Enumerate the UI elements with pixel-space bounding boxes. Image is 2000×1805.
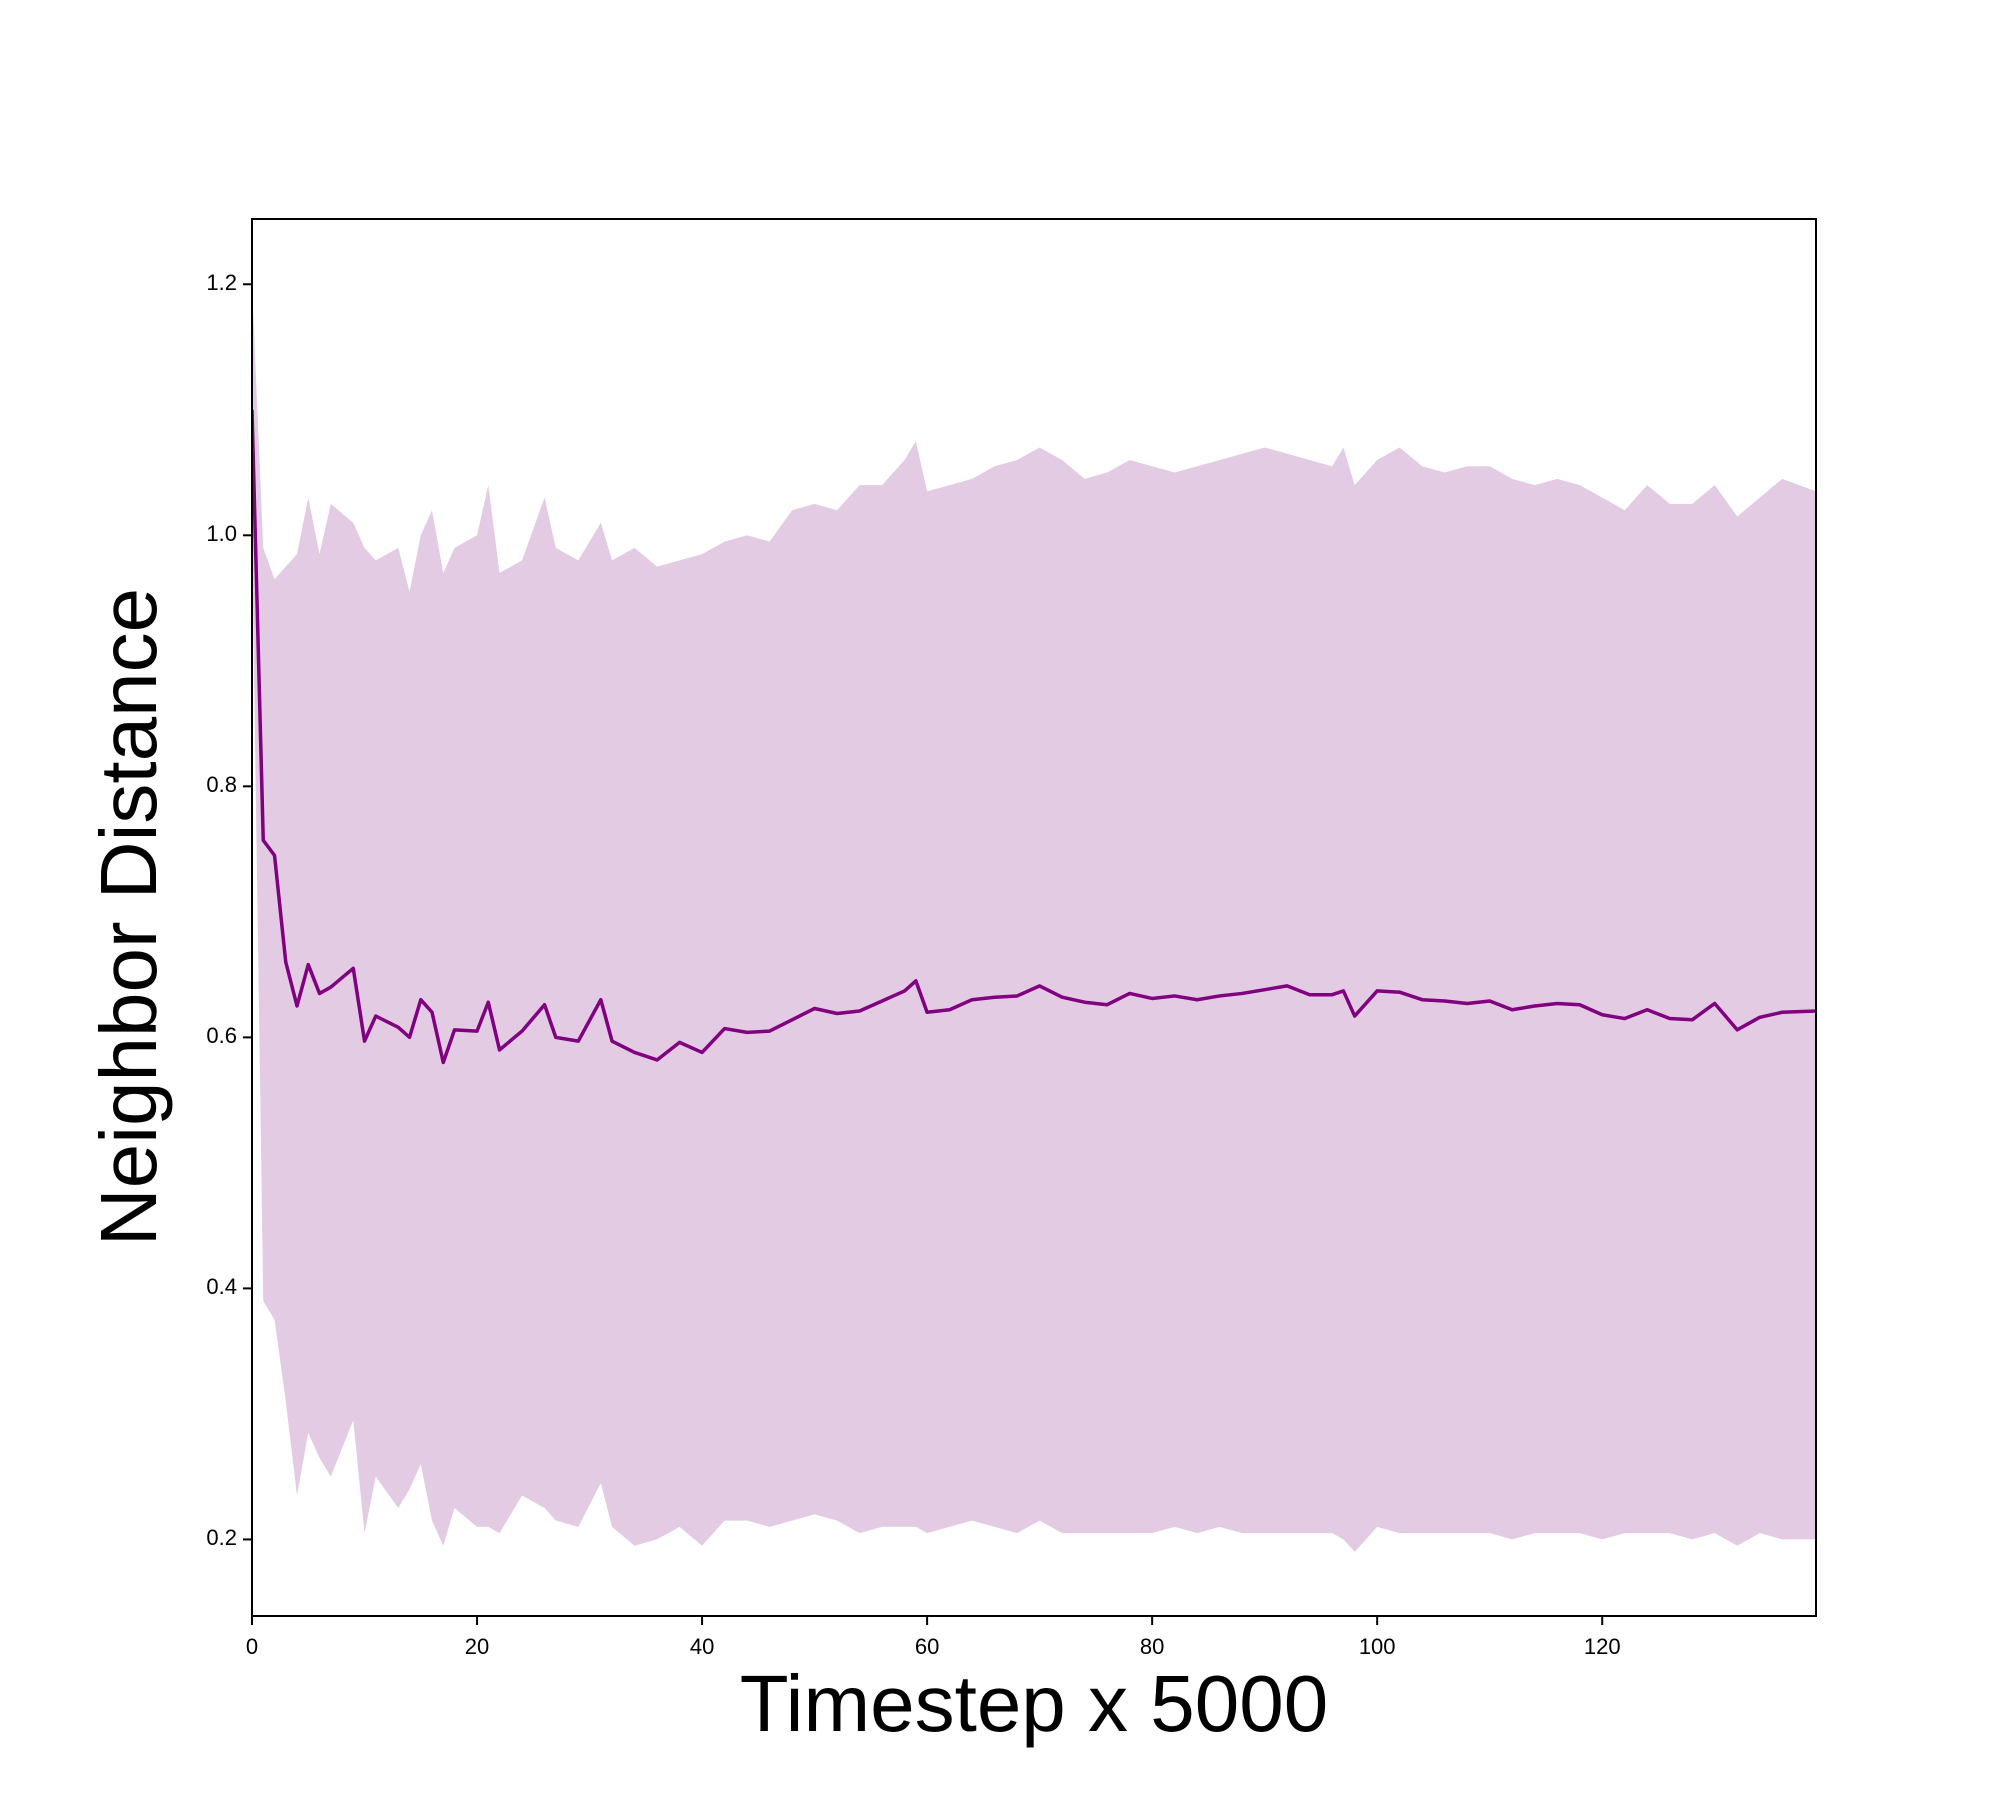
x-tick-label: 120 — [1584, 1634, 1621, 1659]
x-tick-label: 40 — [690, 1634, 714, 1659]
x-tick-label: 60 — [915, 1634, 939, 1659]
y-tick-label: 1.2 — [206, 270, 237, 295]
x-tick-label: 100 — [1359, 1634, 1396, 1659]
plot-frame — [251, 218, 1817, 1617]
y-tick-label: 1.0 — [206, 521, 237, 546]
x-tick-label: 20 — [465, 1634, 489, 1659]
y-tick-label: 0.8 — [206, 772, 237, 797]
band — [252, 284, 1816, 1552]
x-tick-label: 0 — [246, 1634, 258, 1659]
x-axis-label: Timestep x 5000 — [740, 1659, 1328, 1748]
y-axis-label: Neighbor Distance — [84, 588, 173, 1246]
y-tick-label: 0.6 — [206, 1023, 237, 1048]
mean-line — [252, 409, 1816, 1065]
x-tick-label: 80 — [1140, 1634, 1164, 1659]
y-tick-label: 0.2 — [206, 1525, 237, 1550]
y-tick-label: 0.4 — [206, 1274, 237, 1299]
